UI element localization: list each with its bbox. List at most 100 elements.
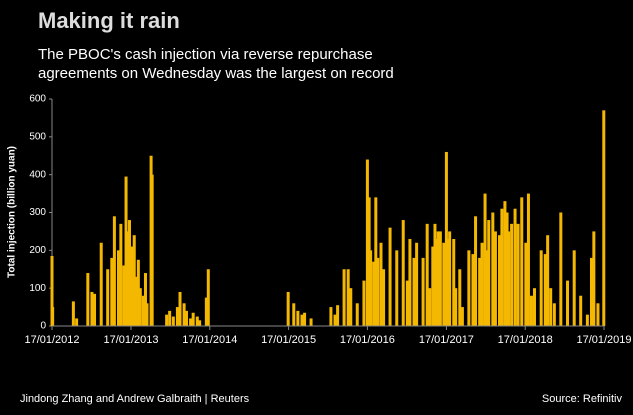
bar <box>355 303 359 326</box>
bar <box>145 303 149 326</box>
bar <box>412 257 416 326</box>
y-tick-label: 500 <box>29 131 46 142</box>
bar <box>178 291 182 326</box>
bar <box>110 257 114 326</box>
bar <box>99 242 103 326</box>
bar <box>539 250 543 326</box>
bar <box>458 269 462 326</box>
bar <box>112 216 116 326</box>
bar <box>143 273 147 326</box>
bar <box>552 303 556 326</box>
x-tick-label: 17/01/2016 <box>340 334 395 346</box>
bar <box>589 257 593 326</box>
bar <box>543 254 547 326</box>
x-tick-label: 17/01/2013 <box>103 334 158 346</box>
bar <box>566 280 570 326</box>
bar <box>431 246 435 326</box>
bar <box>342 269 346 326</box>
bar <box>119 223 123 326</box>
y-tick-label: 200 <box>29 245 46 256</box>
bar <box>128 220 132 326</box>
bar <box>309 318 313 326</box>
bar <box>448 231 452 326</box>
bar <box>150 174 154 326</box>
bar <box>71 301 75 326</box>
bar <box>184 310 188 326</box>
bar <box>372 261 376 326</box>
y-tick-label: 600 <box>29 94 46 105</box>
bar <box>116 250 120 326</box>
bar <box>141 295 145 326</box>
y-tick-label: 400 <box>29 169 46 180</box>
bar <box>524 242 528 326</box>
source: Source: Refinitiv <box>542 393 623 405</box>
x-tick-label: 17/01/2019 <box>576 334 631 346</box>
bar <box>516 223 520 326</box>
bar <box>505 212 509 326</box>
bar <box>493 231 497 326</box>
bar <box>50 256 54 326</box>
bar <box>165 314 169 326</box>
bar <box>483 193 487 326</box>
bar <box>136 259 140 326</box>
bar <box>382 269 386 326</box>
bar <box>189 318 193 326</box>
bar <box>498 235 502 326</box>
bar <box>51 307 55 326</box>
bar <box>286 291 290 326</box>
bar <box>195 316 199 326</box>
bar <box>491 212 495 326</box>
bar <box>93 293 97 326</box>
y-axis-label: Total injection (billion yuan) <box>7 146 18 278</box>
bar <box>415 242 419 326</box>
bar <box>182 303 186 326</box>
bar <box>478 257 482 326</box>
bar <box>546 235 550 326</box>
bar <box>395 250 399 326</box>
y-tick-label: 100 <box>29 283 46 294</box>
bar <box>175 307 179 326</box>
bar <box>421 257 425 326</box>
bar <box>532 288 536 326</box>
y-tick-label: 0 <box>40 321 46 332</box>
x-tick-label: 17/01/2018 <box>498 334 553 346</box>
bar <box>510 223 514 326</box>
bar <box>122 265 126 326</box>
bar <box>379 242 383 326</box>
bar <box>559 212 563 326</box>
bar <box>579 295 583 326</box>
bar <box>132 235 136 326</box>
bar <box>452 238 456 326</box>
bar <box>124 176 128 326</box>
x-tick-label: 17/01/2017 <box>419 334 474 346</box>
bar <box>428 288 432 326</box>
bar <box>376 257 380 326</box>
bar <box>480 242 484 326</box>
bar <box>90 291 94 326</box>
subtitle-line: agreements on Wednesday was the largest … <box>38 65 394 82</box>
bar <box>349 288 353 326</box>
bar <box>75 318 79 326</box>
bar <box>487 220 491 326</box>
bar <box>596 303 600 326</box>
bar <box>346 269 350 326</box>
bar <box>408 238 412 326</box>
bar <box>520 197 524 326</box>
subtitle-line: The PBOC's cash injection via reverse re… <box>38 46 373 63</box>
bar <box>513 208 517 326</box>
bar <box>198 320 202 326</box>
bar <box>446 238 450 326</box>
bar <box>206 269 210 326</box>
bar <box>168 310 172 326</box>
bar <box>503 201 507 326</box>
bar <box>329 307 333 326</box>
bar <box>467 250 471 326</box>
bar <box>333 314 337 326</box>
bar <box>292 303 296 326</box>
bar <box>106 269 110 326</box>
bar <box>134 276 138 326</box>
bar <box>369 250 373 326</box>
bar <box>362 280 366 326</box>
bar <box>171 316 175 326</box>
